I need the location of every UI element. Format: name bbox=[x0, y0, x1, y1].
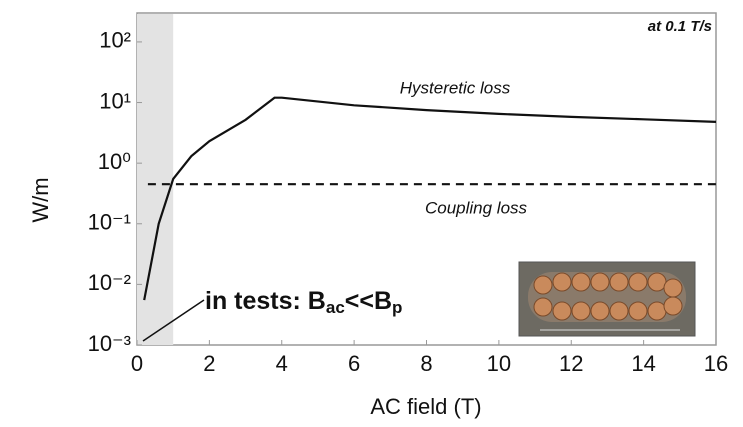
x-axis-title: AC field (T) bbox=[370, 394, 481, 419]
x-tick-label: 6 bbox=[348, 351, 360, 376]
y-tick-label: 10¹ bbox=[99, 88, 131, 113]
y-tick-label: 10⁻¹ bbox=[88, 210, 131, 235]
y-tick-label: 10⁰ bbox=[98, 149, 131, 174]
x-tick-label: 4 bbox=[276, 351, 288, 376]
note-part: in tests: B bbox=[205, 287, 326, 315]
series-line bbox=[143, 96, 717, 301]
series-label: Hysteretic loss bbox=[400, 78, 511, 97]
y-tick-label: 10² bbox=[99, 28, 131, 53]
note-sub: ac bbox=[326, 298, 345, 317]
x-tick-label: 0 bbox=[131, 351, 143, 376]
x-tick-label: 10 bbox=[487, 351, 511, 376]
cable-photo bbox=[518, 261, 696, 337]
note-part: <<B bbox=[345, 287, 392, 315]
y-axis-title: W/m bbox=[28, 177, 53, 222]
annotation-arrow bbox=[142, 299, 205, 342]
x-tick-label: 8 bbox=[420, 351, 432, 376]
x-tick-label: 16 bbox=[704, 351, 728, 376]
y-tick-label: 10⁻² bbox=[88, 270, 131, 295]
x-tick-label: 2 bbox=[203, 351, 215, 376]
test-note: in tests: Bac<<Bp bbox=[205, 287, 402, 318]
y-tick-label: 10⁻³ bbox=[88, 331, 131, 356]
shaded-region bbox=[137, 14, 174, 345]
x-tick-label: 14 bbox=[631, 351, 655, 376]
note-sub: p bbox=[392, 298, 402, 317]
series-label: Coupling loss bbox=[425, 198, 528, 217]
x-tick-label: 12 bbox=[559, 351, 583, 376]
rate-note: at 0.1 T/s bbox=[648, 18, 712, 35]
